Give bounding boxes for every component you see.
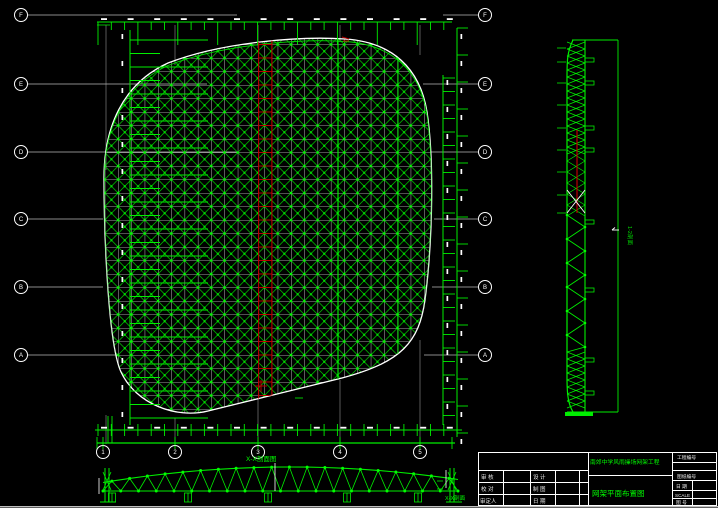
axis-bubble-label: 2	[173, 450, 177, 456]
axis-bubble-label: E	[19, 82, 23, 88]
axis-bubble	[478, 280, 492, 294]
side-truss-section	[557, 39, 619, 416]
axis-bubble	[14, 8, 28, 22]
plan-section-title: X-X剖面图	[246, 454, 276, 463]
tb-field-tuhao: 图 号	[676, 500, 687, 506]
axis-bubble-label: E	[483, 82, 487, 88]
axis-bubble	[14, 212, 28, 226]
axis-bubble-label: 5	[418, 450, 422, 456]
tb-field-riqi-left: 日 期	[533, 498, 546, 505]
axis-bubble-label: 3	[256, 450, 260, 456]
side-section-label: 1-2剖面	[626, 226, 634, 245]
tb-field-tuzhi-bianhao: 图纸编号	[677, 473, 696, 480]
axis-bubble	[478, 348, 492, 362]
section-cut-marks	[255, 36, 350, 399]
tb-field-shending: 审定人	[480, 497, 497, 505]
axis-bubble	[478, 77, 492, 91]
axis-bubble	[14, 77, 28, 91]
tb-field-jiaodui: 校 对	[481, 485, 494, 493]
axis-bubble-label: B	[483, 285, 487, 291]
axis-bubble	[14, 145, 28, 159]
tb-field-gongcheng-bianhao: 工程编号	[677, 454, 696, 461]
tb-field-scale: SCALE	[675, 493, 690, 498]
axis-bubble-label: B	[19, 285, 23, 291]
tb-project-name: 南郊中学风雨操场网架工程	[590, 458, 660, 466]
axis-bubble-label: D	[19, 150, 24, 156]
tb-field-sheji: 设 计	[533, 473, 546, 481]
axis-bubble-label: C	[483, 217, 488, 223]
left-dimension-chain	[121, 30, 208, 425]
axis-bubble-label: C	[19, 217, 24, 223]
tb-drawing-title: 网架平面布置图	[592, 488, 645, 498]
axis-bubbles: F E D C B A F E D C B A 1 2 3 4 5	[14, 8, 492, 459]
top-dimension-chain	[97, 18, 453, 45]
axis-bubble-label: A	[483, 353, 487, 359]
axis-bubble-label: 4	[338, 450, 342, 456]
axis-bubble	[478, 8, 492, 22]
axis-bubble-label: F	[19, 13, 23, 19]
tb-field-riqi: 日 期	[676, 484, 687, 490]
axis-bubble-label: F	[483, 13, 487, 19]
section-cut-red-strip	[258, 40, 273, 405]
tb-field-zhitu: 制 图	[533, 485, 546, 493]
axis-bubble	[14, 348, 28, 362]
plan-blob-boundary	[103, 37, 433, 414]
axis-bubble-label: D	[483, 150, 488, 156]
axis-bubble	[14, 280, 28, 294]
axis-bubble	[478, 145, 492, 159]
right-dimension-chain	[442, 27, 468, 444]
plan-section-title-right: X-X剖面	[445, 494, 466, 502]
title-block: 审 核 设 计 校 对 制 图 审定人 日 期 南郊中学风雨操场网架工程 网架平…	[478, 452, 717, 506]
axis-bubble	[478, 212, 492, 226]
bottom-truss-section	[98, 463, 462, 503]
tb-field-shenhe: 审 核	[481, 473, 494, 481]
axis-bubble-label: 1	[101, 450, 105, 456]
bottom-dimension-chain	[95, 416, 462, 449]
axis-bubble-label: A	[19, 353, 23, 359]
